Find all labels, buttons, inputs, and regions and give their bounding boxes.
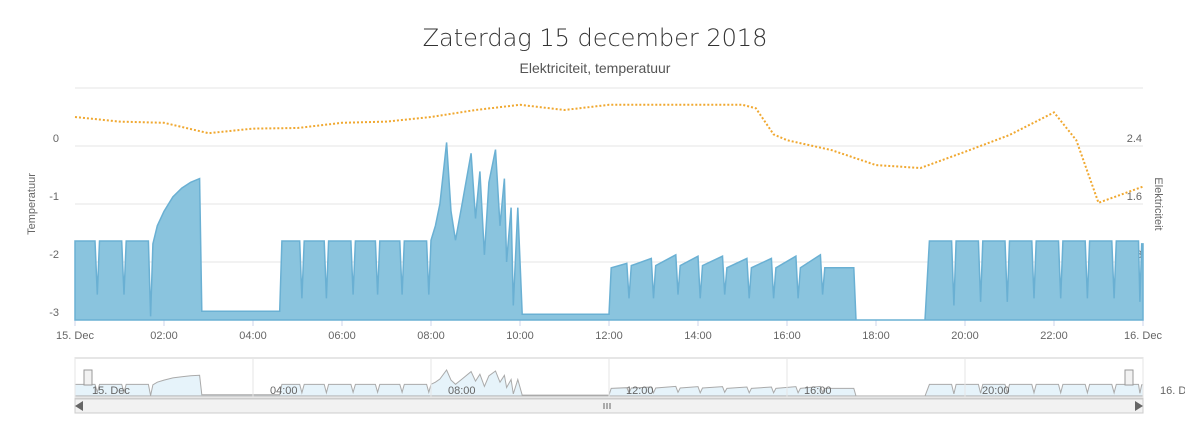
y-tick-label: 0 <box>53 133 59 145</box>
x-tick-label: 10:00 <box>506 330 534 342</box>
x-tick-label: 20:00 <box>951 330 979 342</box>
y2-axis-title: Elektriciteit <box>1152 177 1164 230</box>
y-tick-label: -1 <box>49 191 59 203</box>
scroll-right[interactable] <box>1135 401 1143 411</box>
y-axis-title: Temperatuur <box>26 173 38 235</box>
navigator-area <box>74 369 1144 397</box>
x-tick-label: 12:00 <box>595 330 623 342</box>
navigator-label: 16:00 <box>804 385 832 397</box>
y2-tick-label: 2.4 <box>1127 133 1142 145</box>
x-tick-label: 16. Dec <box>1124 330 1162 342</box>
y2-tick-label: 1.6 <box>1127 191 1142 203</box>
chart-subtitle: Elektriciteit, temperatuur <box>520 60 671 76</box>
scrollbar[interactable] <box>74 398 1144 414</box>
x-tick-label: 06:00 <box>328 330 356 342</box>
x-tick-label: 02:00 <box>150 330 178 342</box>
navigator-label: 04:00 <box>270 385 298 397</box>
scroll-grip <box>603 403 611 409</box>
x-tick-label: 14:00 <box>684 330 712 342</box>
x-tick-label: 15. Dec <box>56 330 94 342</box>
y-tick-label: -3 <box>49 307 59 319</box>
x-tick-label: 18:00 <box>862 330 890 342</box>
navigator-handle[interactable] <box>1124 369 1134 386</box>
area <box>74 142 1144 321</box>
x-tick-label: 22:00 <box>1040 330 1068 342</box>
navigator-label: 16. Dec <box>1160 385 1185 397</box>
navigator-label: 12:00 <box>626 385 654 397</box>
scroll-left[interactable] <box>75 401 83 411</box>
x-tick-label: 16:00 <box>773 330 801 342</box>
navigator-handle[interactable] <box>83 369 93 386</box>
navigator-label: 08:00 <box>448 385 476 397</box>
navigator-label: 20:00 <box>982 385 1010 397</box>
x-tick-label: 04:00 <box>239 330 267 342</box>
chart-title: Zaterdag 15 december 2018 <box>423 24 768 52</box>
y-tick-label: -2 <box>49 249 59 261</box>
x-tick-label: 08:00 <box>417 330 445 342</box>
navigator-label: 15. Dec <box>92 385 130 397</box>
line <box>74 103 1144 205</box>
